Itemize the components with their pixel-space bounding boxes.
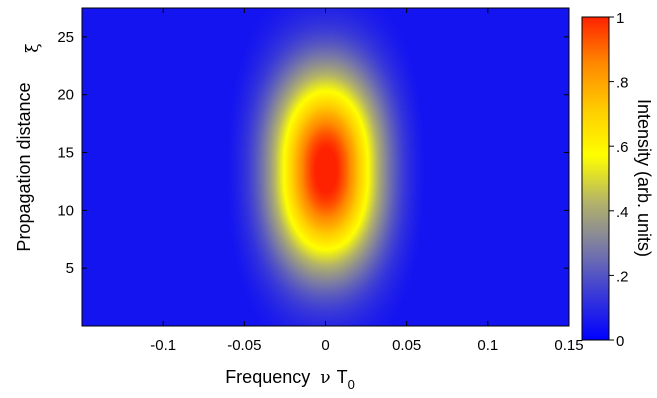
colorbar-title: Intensity (arb. units) (634, 99, 654, 257)
y-axis-title-group: Propagation distance (14, 82, 34, 251)
colorbar-tick-label: .4 (616, 204, 629, 221)
heatmap-plot-area (82, 8, 569, 326)
x-axis-title-subscript: 0 (348, 377, 355, 392)
x-axis-title: Frequency ν T0 (225, 367, 355, 392)
y-axis-symbol-group: ξ (23, 43, 43, 52)
x-tick-label: 0 (321, 337, 329, 354)
x-tick-label: 0.1 (477, 337, 498, 354)
y-axis-title: Propagation distance (14, 82, 34, 251)
y-tick-label: 10 (57, 202, 74, 219)
x-axis-ticks: -0.1 -0.05 0 0.05 0.1 0.15 (150, 8, 584, 354)
x-tick-label: -0.1 (150, 337, 176, 354)
x-axis-title-variable: T (337, 367, 348, 387)
colorbar-tick-label: .2 (616, 268, 629, 285)
x-tick-label: -0.05 (227, 337, 261, 354)
heatmap-canvas (82, 8, 569, 326)
x-axis-title-symbol: ν (320, 368, 330, 388)
y-tick-label: 5 (66, 260, 74, 277)
colorbar-tick-label: 1 (616, 10, 624, 27)
colorbar-title-group: Intensity (arb. units) (634, 99, 654, 257)
y-tick-label: 25 (57, 29, 74, 46)
colorbar (581, 16, 610, 341)
colorbar-tick-label: .6 (616, 139, 629, 156)
colorbar-tick-label: 0 (616, 333, 624, 350)
colorbar-ticks: 0 .2 .4 .6 .8 1 (609, 10, 629, 350)
y-tick-label: 15 (57, 145, 74, 162)
x-tick-label: 0.05 (392, 337, 421, 354)
x-axis-title-text: Frequency (225, 367, 310, 387)
x-tick-label: 0.15 (554, 337, 583, 354)
colorbar-tick-label: .8 (616, 75, 629, 92)
y-axis-symbol: ξ (23, 43, 43, 52)
y-tick-label: 20 (57, 87, 74, 104)
y-axis-ticks: 5 10 15 20 25 (57, 29, 569, 277)
